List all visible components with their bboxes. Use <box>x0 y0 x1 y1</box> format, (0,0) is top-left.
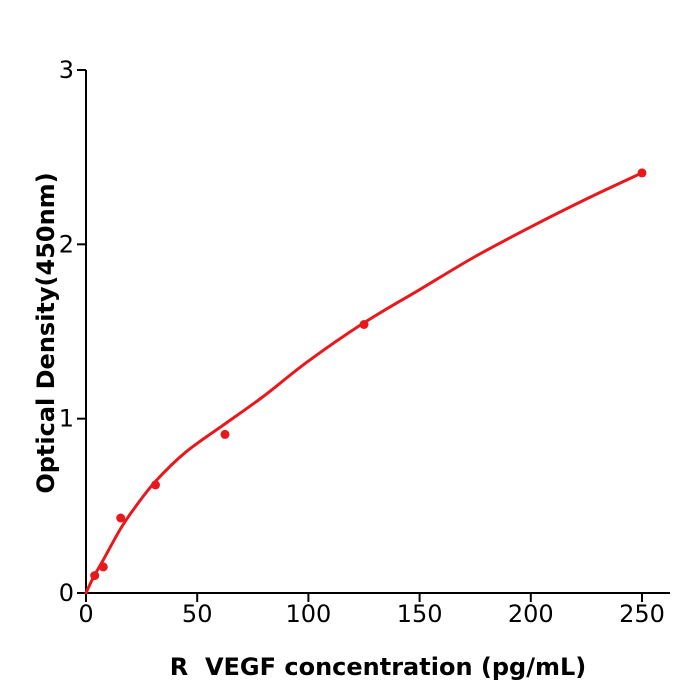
data-point <box>98 562 108 572</box>
data-point <box>116 513 126 523</box>
y-tick-label: 2 <box>59 230 74 258</box>
data-point <box>151 480 160 490</box>
y-tick-label: 0 <box>59 579 74 607</box>
data-point <box>220 429 230 439</box>
x-axis-title: R VEGF concentration (pg/mL) <box>169 653 587 681</box>
data-point <box>637 168 647 178</box>
y-axis-title: Optical Density(450nm) <box>32 172 60 494</box>
data-point <box>359 320 369 329</box>
x-tick-label: 150 <box>397 600 443 628</box>
x-tick-label: 100 <box>285 600 331 628</box>
x-tick-label: 0 <box>78 600 93 628</box>
fit-curve <box>84 171 644 595</box>
x-tick-label: 250 <box>619 600 665 628</box>
y-tick-label: 3 <box>59 56 74 84</box>
data-point <box>90 571 100 581</box>
x-tick-label: 200 <box>508 600 554 628</box>
x-tick-label: 50 <box>182 600 213 628</box>
y-tick-label: 1 <box>59 405 74 433</box>
